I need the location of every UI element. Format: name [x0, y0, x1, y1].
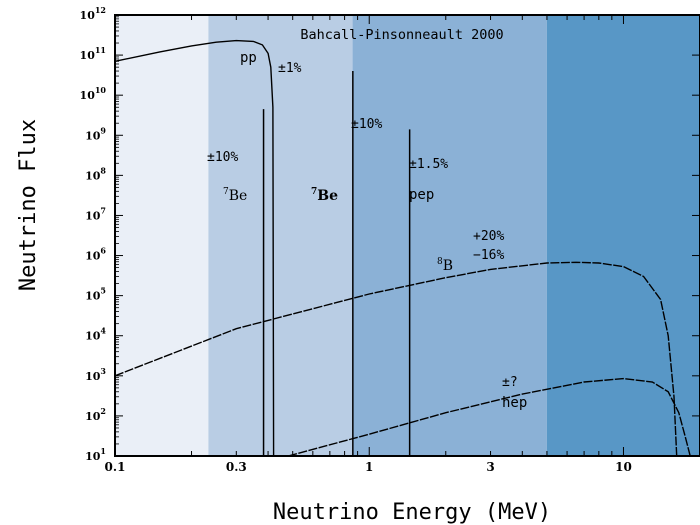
y-tick-exponent: 2 — [100, 406, 106, 416]
x-tick-label: 3 — [486, 460, 494, 474]
y-tick-exponent: 9 — [100, 125, 106, 135]
y-tick-label: 108 — [85, 165, 106, 182]
y-axis-title: Neutrino Flux — [16, 119, 41, 291]
y-tick-label: 1010 — [80, 85, 107, 102]
y-tick-base: 10 — [85, 330, 101, 343]
plot-frame — [114, 14, 700, 457]
x-tick-labels: 0.1 0.3 1 3 10 — [105, 460, 632, 474]
pp-label: pp — [240, 50, 257, 66]
y-tick-exponent: 1 — [100, 446, 106, 456]
be7-low-name: Be — [229, 188, 248, 204]
y-tick-label: 102 — [85, 406, 106, 423]
y-tick-base: 10 — [85, 450, 101, 463]
y-tick-label: 104 — [85, 326, 106, 343]
y-tick-base: 10 — [85, 370, 101, 383]
y-tick-base: 10 — [85, 250, 101, 263]
y-tick-base: 10 — [85, 169, 101, 182]
curve-pp — [114, 39, 275, 457]
energy-band-2 — [208, 15, 353, 456]
y-tick-exponent: 8 — [100, 165, 106, 175]
tick-marks — [114, 14, 700, 457]
be7-low-label: 7Be — [223, 187, 247, 204]
curve-hep — [288, 377, 691, 457]
y-tick-label: 107 — [85, 205, 106, 222]
b8-superscript: 8 — [437, 257, 443, 267]
hep-uncertainty: ±? — [502, 375, 518, 390]
y-tick-base: 10 — [80, 9, 96, 22]
x-tick-label: 1 — [365, 460, 373, 474]
y-tick-exponent: 6 — [100, 246, 106, 256]
y-tick-exponent: 5 — [100, 286, 106, 296]
y-tick-exponent: 7 — [100, 205, 106, 215]
y-tick-label: 109 — [85, 125, 106, 142]
line-spectra — [262, 71, 411, 456]
be7-high-name: Be — [317, 188, 338, 204]
y-tick-label: 106 — [85, 246, 106, 263]
be7-low-uncertainty: ±10% — [207, 150, 238, 165]
curve-B8 — [114, 261, 678, 457]
b8-label: 8B — [437, 257, 453, 274]
chart-title: Bahcall-Pinsonneault 2000 — [300, 27, 503, 43]
b8-uncertainty-minus: −16% — [473, 248, 504, 263]
energy-bands — [115, 15, 700, 456]
x-axis-title: Neutrino Energy (MeV) — [273, 500, 551, 525]
y-tick-exponent: 3 — [100, 366, 106, 376]
be7-high-uncertainty: ±10% — [351, 117, 382, 132]
x-tick-label: 10 — [615, 460, 632, 474]
be7-low-superscript: 7 — [223, 187, 229, 197]
y-tick-label: 1011 — [80, 45, 106, 62]
pp-uncertainty: ±1% — [278, 61, 302, 76]
pep-uncertainty: ±1.5% — [409, 157, 448, 172]
y-tick-exponent: 10 — [95, 85, 107, 95]
hep-label: hep — [502, 395, 527, 411]
y-tick-base: 10 — [85, 209, 101, 222]
y-tick-label: 105 — [85, 286, 106, 303]
y-tick-label: 1012 — [80, 5, 106, 22]
x-tick-label: 0.1 — [105, 460, 126, 474]
be7-high-label: 7Be — [311, 187, 338, 204]
energy-band-1 — [115, 15, 209, 456]
energy-band-3 — [352, 15, 547, 456]
y-tick-label: 101 — [85, 446, 106, 463]
b8-name: B — [443, 258, 453, 274]
y-tick-exponent: 12 — [95, 5, 106, 15]
y-tick-base: 10 — [85, 290, 101, 303]
pep-label: pep — [409, 187, 434, 203]
y-tick-base: 10 — [85, 410, 101, 423]
flux-curves — [114, 39, 691, 457]
y-tick-exponent: 11 — [95, 45, 106, 55]
y-tick-exponent: 4 — [100, 326, 106, 336]
x-tick-label: 0.3 — [226, 460, 247, 474]
y-tick-base: 10 — [80, 89, 96, 102]
b8-uncertainty-plus: +20% — [473, 229, 504, 244]
energy-band-4 — [546, 15, 700, 456]
be7-high-superscript: 7 — [311, 187, 317, 197]
y-tick-label: 103 — [85, 366, 106, 383]
y-tick-base: 10 — [85, 129, 101, 142]
y-tick-base: 10 — [80, 49, 96, 62]
